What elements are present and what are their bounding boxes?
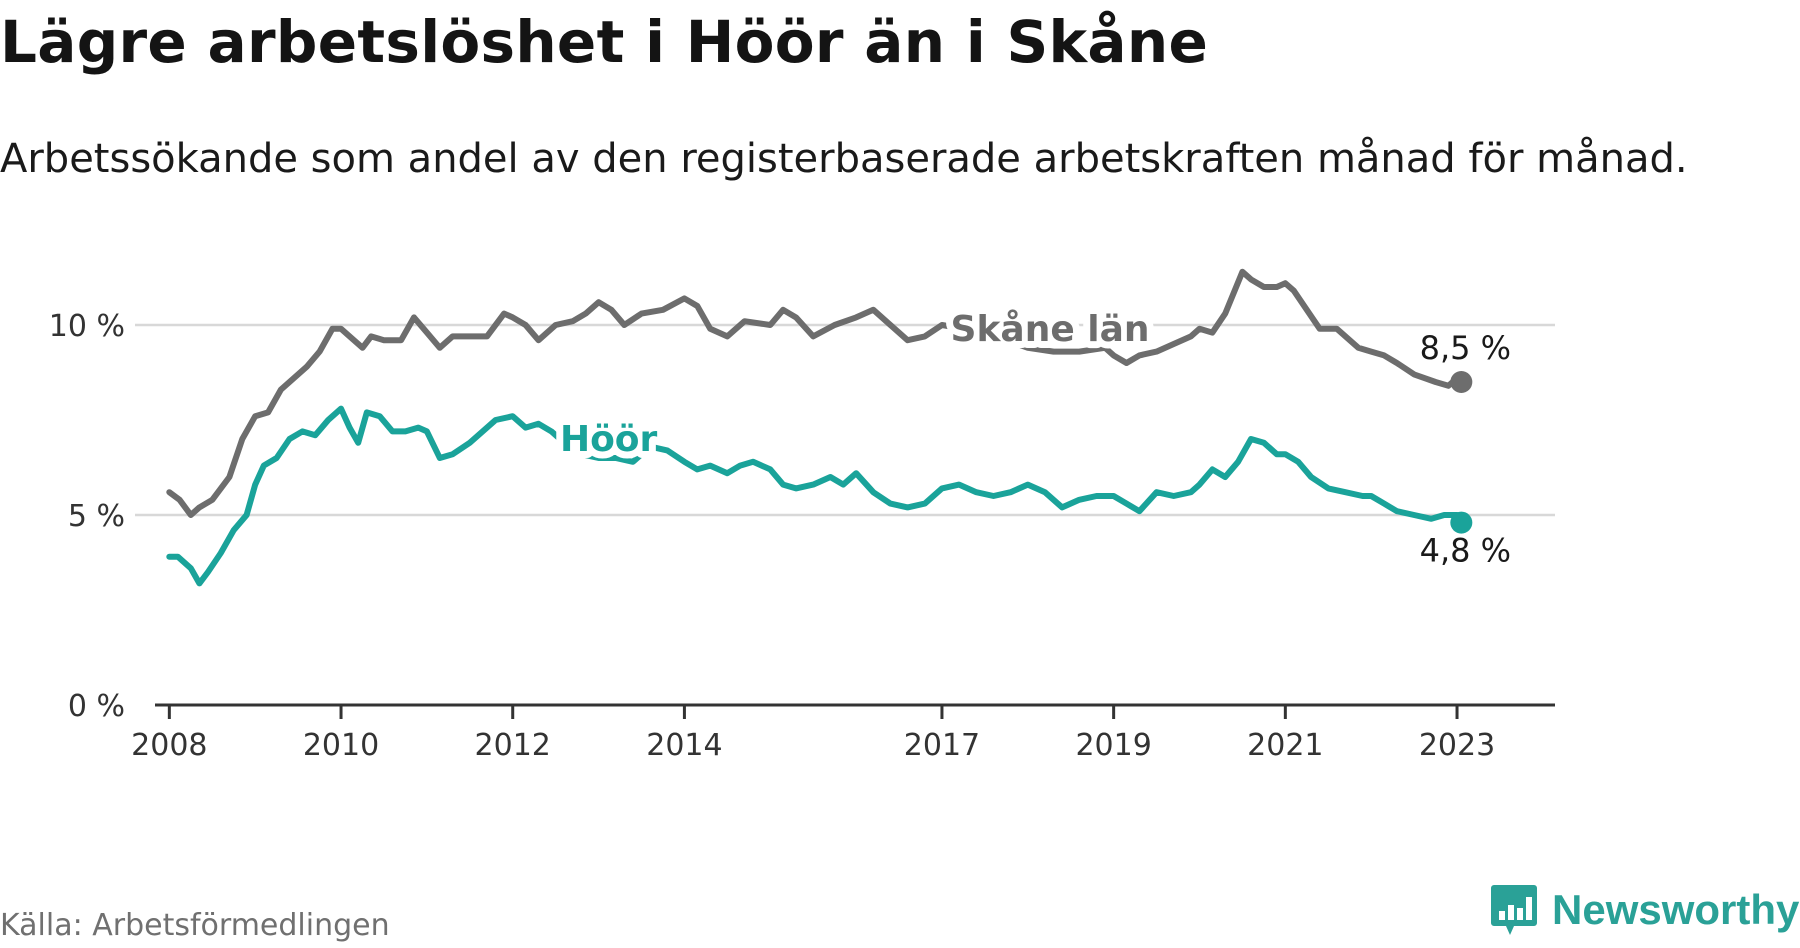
end-value-label-hoor: 4,8 %	[1420, 532, 1511, 570]
x-tick-label: 2019	[1075, 728, 1151, 763]
series-lines	[166, 268, 1465, 587]
newsworthy-logo[interactable]: Newsworthy	[1490, 880, 1799, 940]
end-point-skane-lan	[1450, 371, 1473, 393]
x-tick-label: 2021	[1247, 728, 1323, 763]
y-axis-ticks: 0 % 5 % 10 %	[49, 309, 125, 724]
x-tick-label: 2023	[1419, 728, 1495, 763]
y-tick-label: 0 %	[68, 689, 125, 724]
series-label-hoor: Höör	[560, 419, 658, 460]
series-line-hoor	[166, 405, 1465, 587]
x-tick-label: 2008	[131, 728, 207, 763]
x-tick-label: 2014	[646, 728, 722, 763]
y-tick-label: 10 %	[49, 309, 125, 344]
brand-name: Newsworthy	[1552, 886, 1800, 933]
x-tick-label: 2012	[475, 728, 551, 763]
source-note: Källa: Arbetsförmedlingen	[0, 908, 390, 943]
chart-subtitle: Arbetssökande som andel av den registerb…	[0, 136, 1688, 182]
series-label-halo: Höör	[560, 419, 658, 460]
chart-title: Lägre arbetslöshet i Höör än i Skåne	[0, 8, 1209, 76]
x-tick-label: 2010	[303, 728, 379, 763]
y-tick-label: 5 %	[68, 499, 125, 534]
newsworthy-logo-icon	[1491, 885, 1537, 935]
end-point-hoor	[1450, 511, 1473, 534]
x-tick-label: 2017	[904, 728, 980, 763]
series-label-halo: Skåne län	[951, 309, 1150, 350]
end-value-label-skane-lan: 8,5 %	[1420, 329, 1511, 367]
series-line-skane-lan	[166, 268, 1465, 518]
end-markers: 8,5 % 4,8 %	[1420, 329, 1511, 570]
series-label-skane-lan: Skåne län	[951, 309, 1150, 350]
x-axis: 2008 2010 2012 2014 2017 2019 2021 2023	[131, 703, 1555, 763]
